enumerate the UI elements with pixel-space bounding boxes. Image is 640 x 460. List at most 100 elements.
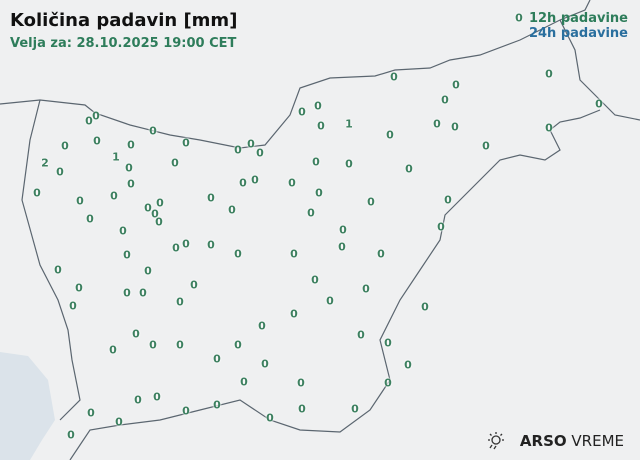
station-value[interactable]: 0: [172, 241, 180, 255]
station-value[interactable]: 0: [207, 191, 215, 205]
station-value[interactable]: 0: [357, 328, 365, 342]
station-value[interactable]: 0: [441, 93, 449, 107]
station-value[interactable]: 0: [404, 358, 412, 372]
station-value[interactable]: 0: [298, 402, 306, 416]
station-value[interactable]: 0: [176, 338, 184, 352]
station-value[interactable]: 0: [176, 295, 184, 309]
station-value[interactable]: 0: [85, 114, 93, 128]
station-value[interactable]: 0: [258, 319, 266, 333]
station-value[interactable]: 0: [326, 294, 334, 308]
station-value[interactable]: 0: [87, 406, 95, 420]
station-value[interactable]: 1: [112, 150, 120, 164]
station-value[interactable]: 0: [234, 143, 242, 157]
station-value[interactable]: 0: [288, 176, 296, 190]
station-value[interactable]: 0: [139, 286, 147, 300]
station-value[interactable]: 0: [123, 248, 131, 262]
station-value[interactable]: 0: [297, 376, 305, 390]
station-value[interactable]: 0: [151, 207, 159, 221]
station-value[interactable]: 0: [317, 119, 325, 133]
station-value[interactable]: 0: [125, 161, 133, 175]
station-value[interactable]: 0: [452, 78, 460, 92]
station-value[interactable]: 0: [311, 273, 319, 287]
station-value[interactable]: 0: [386, 128, 394, 142]
station-value[interactable]: 0: [149, 124, 157, 138]
station-value[interactable]: 0: [234, 338, 242, 352]
legend-24h[interactable]: 24h padavine: [528, 26, 628, 41]
station-value[interactable]: 0: [86, 212, 94, 226]
station-value[interactable]: 0: [384, 376, 392, 390]
station-value[interactable]: 0: [61, 139, 69, 153]
station-value[interactable]: 0: [307, 206, 315, 220]
station-value[interactable]: 0: [132, 327, 140, 341]
station-value[interactable]: 0: [339, 223, 347, 237]
station-value[interactable]: 0: [390, 70, 398, 84]
station-value[interactable]: 0: [312, 155, 320, 169]
station-value[interactable]: 0: [405, 162, 413, 176]
station-value[interactable]: 0: [76, 194, 84, 208]
station-value[interactable]: 0: [110, 189, 118, 203]
station-value[interactable]: 0: [149, 338, 157, 352]
station-value[interactable]: 0: [315, 186, 323, 200]
station-value[interactable]: 0: [67, 428, 75, 442]
station-value[interactable]: 0: [298, 105, 306, 119]
station-value[interactable]: 2: [41, 156, 49, 170]
station-value[interactable]: 0: [123, 286, 131, 300]
station-value[interactable]: 0: [247, 137, 255, 151]
station-value[interactable]: 0: [421, 300, 429, 314]
station-value[interactable]: 0: [182, 404, 190, 418]
station-value[interactable]: 0: [367, 195, 375, 209]
station-value[interactable]: 0: [256, 146, 264, 160]
station-value[interactable]: 0: [338, 240, 346, 254]
station-value[interactable]: 0: [266, 411, 274, 425]
station-value[interactable]: 0: [314, 99, 322, 113]
station-value[interactable]: 0: [171, 156, 179, 170]
station-value[interactable]: 0: [437, 220, 445, 234]
station-value[interactable]: 0: [54, 263, 62, 277]
station-value[interactable]: 0: [377, 247, 385, 261]
station-value[interactable]: 0: [213, 352, 221, 366]
station-value[interactable]: 0: [69, 299, 77, 313]
station-value[interactable]: 0: [345, 157, 353, 171]
station-value[interactable]: 0: [33, 186, 41, 200]
station-value[interactable]: 0: [155, 215, 163, 229]
station-value[interactable]: 0: [290, 307, 298, 321]
station-value[interactable]: 0: [595, 97, 603, 111]
station-value[interactable]: 0: [190, 278, 198, 292]
station-value[interactable]: 0: [127, 177, 135, 191]
station-value[interactable]: 0: [127, 138, 135, 152]
station-value[interactable]: 0: [545, 67, 553, 81]
station-value[interactable]: 0: [228, 203, 236, 217]
station-value[interactable]: 0: [545, 121, 553, 135]
station-value[interactable]: 0: [290, 247, 298, 261]
station-value[interactable]: 0: [239, 176, 247, 190]
station-value[interactable]: 0: [144, 264, 152, 278]
station-value[interactable]: 0: [482, 139, 490, 153]
station-value[interactable]: 0: [109, 343, 117, 357]
station-value[interactable]: 0: [444, 193, 452, 207]
station-value[interactable]: 0: [115, 415, 123, 429]
station-value[interactable]: 0: [213, 398, 221, 412]
station-value[interactable]: 0: [75, 281, 83, 295]
station-value[interactable]: 0: [156, 196, 164, 210]
station-value[interactable]: 0: [144, 201, 152, 215]
station-value[interactable]: 0: [234, 247, 242, 261]
station-value[interactable]: 0: [207, 238, 215, 252]
station-value[interactable]: 0: [134, 393, 142, 407]
station-value[interactable]: 0: [261, 357, 269, 371]
station-value[interactable]: 0: [153, 390, 161, 404]
legend-12h[interactable]: 12h padavine: [528, 11, 628, 26]
station-value[interactable]: 0: [351, 402, 359, 416]
station-value[interactable]: 0: [93, 134, 101, 148]
station-value[interactable]: 0: [362, 282, 370, 296]
station-value[interactable]: 0: [433, 117, 441, 131]
station-value[interactable]: 0: [92, 109, 100, 123]
station-value[interactable]: 0: [251, 173, 259, 187]
station-value[interactable]: 0: [182, 136, 190, 150]
station-value[interactable]: 0: [515, 11, 523, 25]
station-value[interactable]: 1: [345, 117, 353, 131]
station-value[interactable]: 0: [451, 120, 459, 134]
station-value[interactable]: 0: [384, 336, 392, 350]
station-value[interactable]: 0: [182, 237, 190, 251]
station-value[interactable]: 0: [119, 224, 127, 238]
station-value[interactable]: 0: [56, 165, 64, 179]
